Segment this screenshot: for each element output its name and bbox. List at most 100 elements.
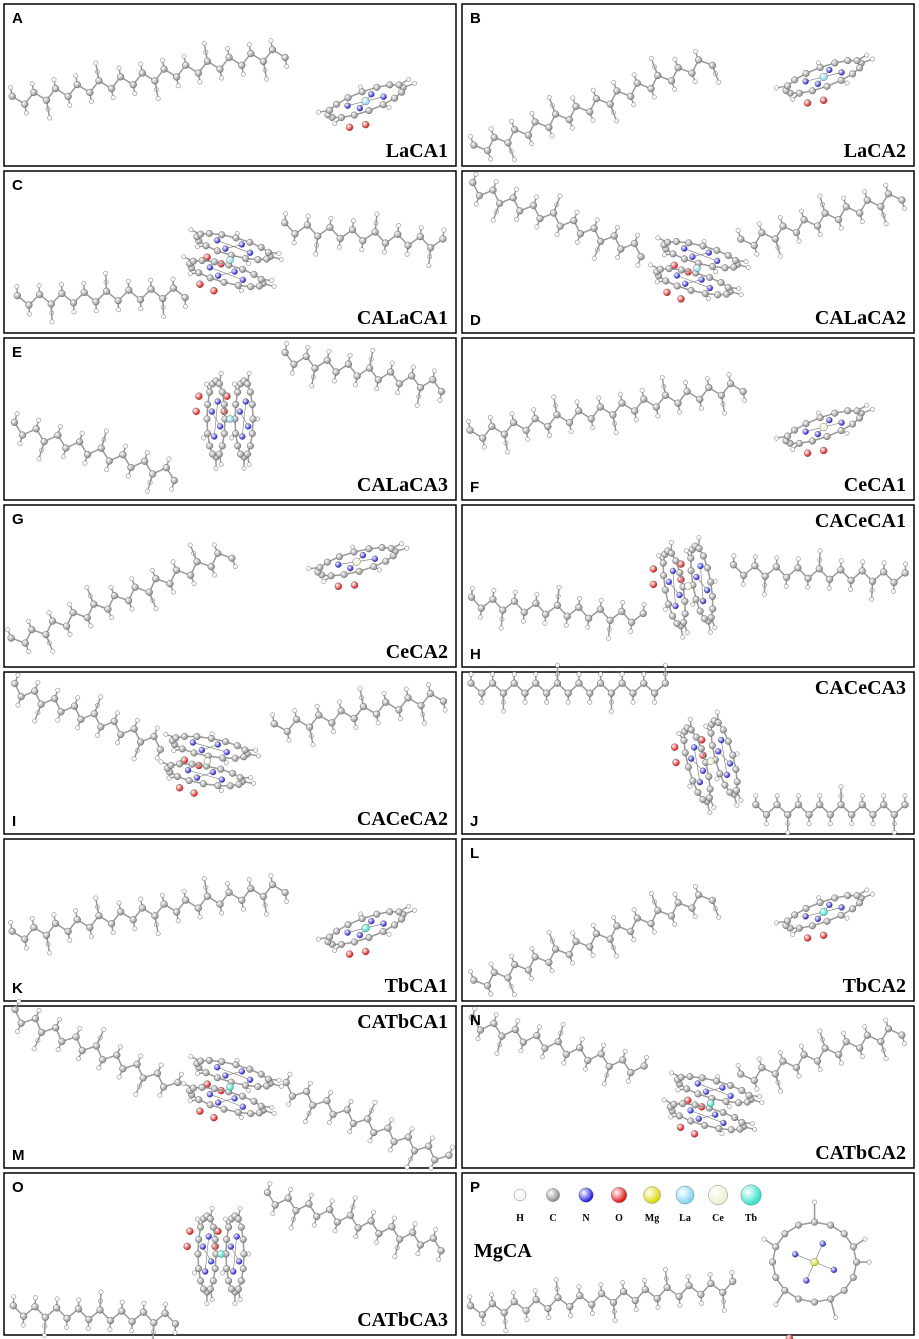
atom <box>431 1156 439 1164</box>
atom <box>752 801 760 809</box>
atom <box>489 186 497 194</box>
atom <box>85 1326 91 1331</box>
atom <box>821 1044 829 1052</box>
atom <box>500 430 509 438</box>
atom <box>88 623 94 629</box>
atom <box>488 991 494 997</box>
atom <box>611 915 617 920</box>
atom <box>691 1101 699 1109</box>
atom <box>138 69 146 77</box>
atom <box>821 209 829 217</box>
atom <box>333 1218 342 1226</box>
atom <box>698 1074 706 1082</box>
atom <box>479 434 487 442</box>
atom <box>215 450 223 458</box>
atom <box>288 1225 294 1231</box>
atom <box>158 1062 164 1068</box>
atom <box>48 617 57 625</box>
atom <box>132 926 138 931</box>
atom <box>719 726 727 734</box>
atom <box>155 96 161 101</box>
atom <box>597 1050 605 1058</box>
atom <box>138 306 144 312</box>
atom <box>23 110 29 116</box>
atom <box>825 575 834 583</box>
atom <box>46 610 52 616</box>
atom <box>174 1078 182 1087</box>
atom <box>586 689 594 697</box>
molecule <box>467 662 909 836</box>
atom <box>663 288 671 297</box>
atom <box>107 85 116 93</box>
atom <box>125 473 131 479</box>
atom <box>609 411 617 419</box>
atom <box>169 284 178 292</box>
atom <box>654 71 662 79</box>
atom <box>248 400 256 408</box>
atom <box>816 64 824 72</box>
atom <box>151 912 159 920</box>
atom <box>827 1221 835 1229</box>
atom <box>613 87 621 95</box>
atom <box>184 766 192 774</box>
atom <box>222 245 229 252</box>
atom <box>803 449 812 457</box>
atom <box>489 1292 494 1298</box>
atom <box>572 102 580 110</box>
atom <box>677 409 683 415</box>
atom <box>631 72 637 78</box>
atom <box>753 793 759 799</box>
atom <box>859 1054 865 1060</box>
atom <box>206 1101 214 1109</box>
atom <box>716 79 722 85</box>
atom <box>774 920 779 926</box>
atom <box>284 1194 292 1202</box>
atom <box>292 708 298 714</box>
atom <box>215 380 223 388</box>
atom <box>618 679 626 687</box>
atom <box>687 716 693 722</box>
atom <box>684 582 692 590</box>
atom <box>640 1062 648 1070</box>
atom <box>475 1036 481 1042</box>
atom <box>175 784 184 792</box>
atom <box>681 610 689 618</box>
atom <box>683 380 688 385</box>
atom <box>597 237 605 246</box>
atom <box>838 1060 844 1066</box>
atom <box>344 921 352 929</box>
atom <box>665 600 673 608</box>
atom <box>437 1247 445 1255</box>
atom <box>422 720 427 726</box>
atom <box>216 423 224 430</box>
atom <box>119 1299 125 1305</box>
atom <box>51 912 57 918</box>
atom <box>826 585 832 591</box>
atom <box>587 699 593 705</box>
atom <box>699 1300 705 1306</box>
atom <box>313 251 319 257</box>
atom <box>67 601 73 607</box>
atom <box>29 916 35 921</box>
atom <box>129 916 137 924</box>
atom <box>712 625 718 631</box>
compound-name: LaCA1 <box>386 140 448 162</box>
atom <box>206 442 214 450</box>
atom <box>675 1292 683 1301</box>
atom <box>713 246 721 254</box>
atom <box>206 264 214 271</box>
atom <box>396 222 402 228</box>
atom <box>656 553 662 559</box>
atom <box>216 65 224 73</box>
atom <box>214 1099 222 1106</box>
atom <box>412 1221 418 1227</box>
atom <box>361 924 370 933</box>
molecule <box>469 171 907 303</box>
atom <box>868 577 877 585</box>
atom <box>675 1087 681 1093</box>
atom <box>141 1300 147 1306</box>
atom <box>711 1111 719 1118</box>
atom <box>55 687 61 693</box>
atom <box>372 710 381 718</box>
